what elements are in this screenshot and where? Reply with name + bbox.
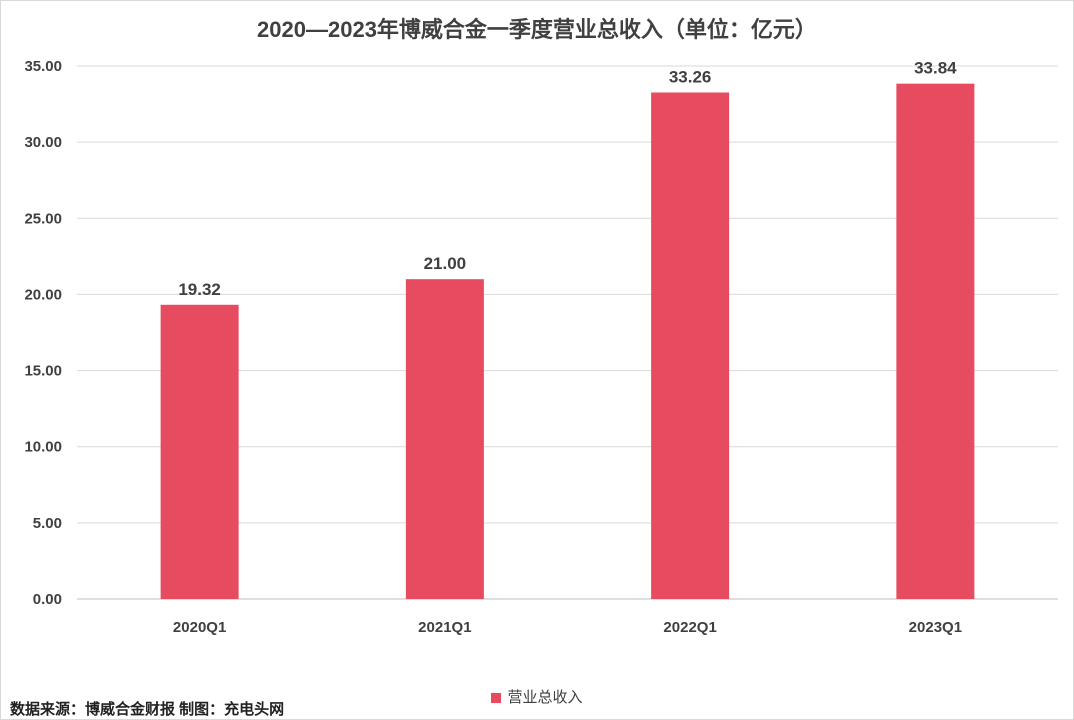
data-label: 33.26: [669, 67, 712, 86]
y-tick-label: 35.00: [24, 58, 62, 75]
chart-legend: 营业总收入: [0, 686, 1074, 707]
y-tick-label: 5.00: [33, 515, 62, 532]
y-tick-label: 0.00: [33, 591, 62, 608]
x-tick-label: 2022Q1: [663, 619, 716, 636]
y-tick-label: 25.00: [24, 210, 62, 227]
bar: [651, 92, 730, 599]
bar: [405, 279, 484, 599]
y-tick-label: 30.00: [24, 134, 62, 151]
bar: [160, 304, 239, 599]
y-tick-label: 15.00: [24, 363, 62, 380]
legend-label: 营业总收入: [507, 689, 583, 706]
source-note: 数据来源：博威合金财报 制图：充电头网: [10, 701, 285, 718]
legend-swatch: [491, 693, 502, 703]
y-tick-label: 10.00: [24, 439, 62, 456]
chart-title: 2020—2023年博威合金一季度营业总收入（单位：亿元）: [257, 17, 817, 42]
y-tick-label: 20.00: [24, 286, 62, 303]
x-tick-label: 2023Q1: [909, 619, 962, 636]
data-label: 33.84: [914, 59, 957, 78]
data-label: 21.00: [424, 254, 467, 273]
x-tick-label: 2020Q1: [173, 619, 226, 636]
data-label: 19.32: [178, 280, 221, 299]
x-tick-label: 2021Q1: [418, 619, 471, 636]
bar: [896, 83, 975, 599]
